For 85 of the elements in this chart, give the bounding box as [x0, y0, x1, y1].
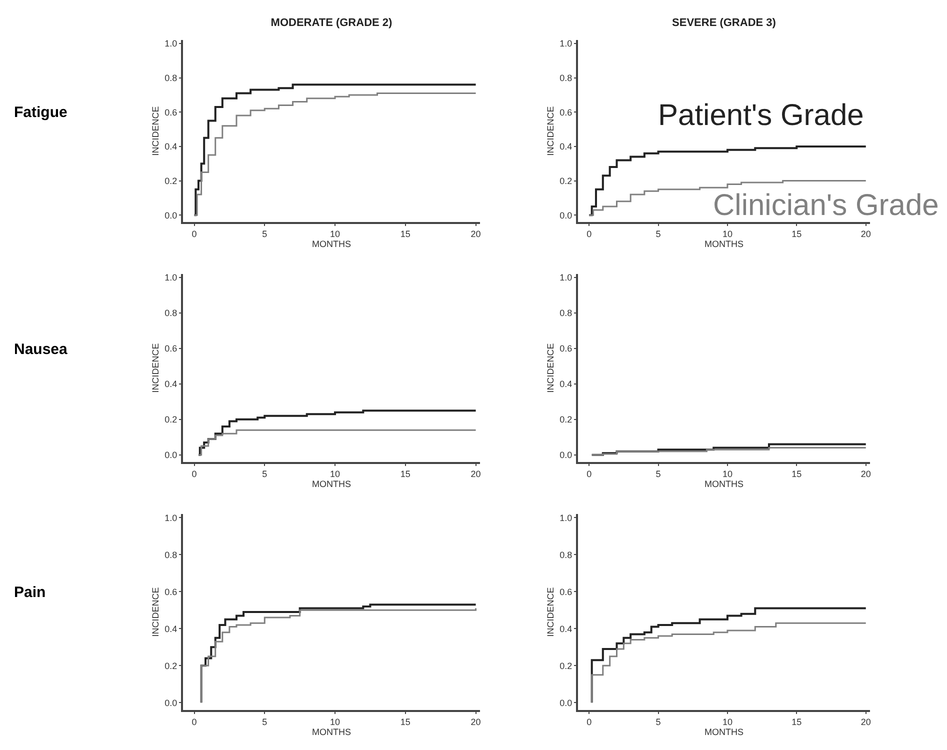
y-tick-label: 0.0	[164, 210, 178, 220]
y-tick-label: 0.4	[164, 624, 178, 634]
x-tick-label: 10	[330, 468, 340, 479]
y-axis-title: INCIDENCE	[546, 587, 556, 637]
y-tick-label: 0.2	[560, 660, 572, 671]
x-tick-label: 15	[792, 468, 802, 479]
y-tick-label: 0.6	[560, 586, 572, 597]
series-label: Clinician's Grade	[713, 189, 939, 222]
x-tick-label: 15	[792, 716, 802, 727]
x-tick-label: 20	[860, 228, 871, 239]
text: Pain	[14, 584, 46, 601]
y-tick-label: 0.2	[164, 176, 178, 186]
x-axis-title: MONTHS	[704, 238, 744, 249]
x-tick-label: 20	[860, 716, 871, 727]
y-tick-label: 0.8	[164, 308, 178, 318]
y-tick-label: 0.6	[164, 586, 178, 597]
y-tick-label: 1.0	[560, 512, 572, 523]
text: Fatigue	[14, 104, 68, 121]
y-tick-label: 0.2	[164, 414, 178, 425]
x-tick-label: 5	[262, 468, 268, 479]
x-tick-label: 0	[586, 228, 592, 239]
y-tick-label: 0.4	[560, 379, 572, 390]
y-tick-label: 0.8	[164, 550, 178, 560]
y-tick-label: 0.6	[560, 107, 572, 118]
y-tick-label: 0.0	[560, 698, 572, 708]
y-tick-label: 0.4	[164, 142, 178, 152]
x-axis-title: MONTHS	[704, 478, 744, 489]
y-tick-label: 0.0	[560, 450, 572, 460]
x-tick-label: 5	[656, 228, 661, 239]
x-tick-label: 15	[792, 228, 802, 239]
x-tick-label: 5	[262, 228, 268, 239]
x-tick-label: 0	[586, 716, 592, 727]
chart-title: SEVERE (GRADE 3)	[672, 16, 776, 29]
y-axis-title: INCIDENCE	[150, 343, 161, 393]
x-tick-label: 10	[722, 228, 732, 239]
x-tick-label: 0	[192, 716, 197, 727]
x-tick-label: 10	[722, 716, 732, 727]
x-tick-label: 5	[262, 716, 268, 727]
x-tick-label: 20	[470, 716, 481, 727]
y-tick-label: 0.4	[560, 142, 572, 152]
chart-title: MODERATE (GRADE 2)	[270, 16, 393, 29]
y-tick-label: 0.8	[560, 72, 572, 83]
y-tick-label: 0.6	[164, 344, 178, 354]
x-tick-label: 20	[470, 228, 481, 239]
y-tick-label: 1.0	[560, 38, 572, 49]
y-tick-label: 0.0	[164, 698, 178, 708]
series-label: Patient's Grade	[658, 99, 864, 132]
x-tick-label: 0	[192, 228, 197, 239]
x-axis-title: MONTHS	[312, 478, 351, 489]
x-tick-label: 20	[860, 468, 871, 479]
x-tick-label: 0	[586, 468, 592, 479]
y-tick-label: 0.2	[164, 660, 178, 671]
y-axis-title: INCIDENCE	[546, 343, 556, 393]
x-tick-label: 0	[192, 468, 197, 479]
y-axis-title: INCIDENCE	[546, 106, 556, 156]
y-axis-title: INCIDENCE	[150, 587, 161, 637]
y-tick-label: 0.0	[164, 450, 178, 460]
y-tick-label: 1.0	[164, 512, 178, 523]
y-tick-label: 0.4	[164, 379, 178, 390]
y-tick-label: 0.8	[560, 308, 572, 318]
y-tick-label: 0.6	[560, 344, 572, 354]
x-tick-label: 5	[656, 468, 661, 479]
x-tick-label: 5	[656, 716, 661, 727]
y-tick-label: 0.2	[560, 414, 572, 425]
y-tick-label: 1.0	[164, 272, 178, 283]
x-tick-label: 10	[330, 716, 340, 727]
y-tick-label: 0.8	[164, 72, 178, 83]
y-tick-label: 1.0	[164, 38, 178, 49]
y-tick-label: 0.2	[560, 176, 572, 186]
x-tick-label: 15	[400, 716, 410, 727]
y-tick-label: 0.8	[560, 550, 572, 560]
y-tick-label: 0.4	[560, 624, 572, 634]
x-axis-title: MONTHS	[312, 238, 351, 249]
x-tick-label: 20	[470, 468, 481, 479]
x-axis-title: MONTHS	[704, 726, 744, 737]
x-tick-label: 10	[722, 468, 732, 479]
x-axis-title: MONTHS	[312, 726, 351, 737]
y-axis-title: INCIDENCE	[150, 106, 161, 156]
text: Nausea	[14, 341, 68, 358]
x-tick-label: 10	[330, 228, 340, 239]
x-tick-label: 15	[400, 228, 410, 239]
x-tick-label: 15	[400, 468, 410, 479]
y-tick-label: 0.6	[164, 107, 178, 118]
y-tick-label: 1.0	[560, 272, 572, 283]
y-tick-label: 0.0	[560, 210, 572, 220]
